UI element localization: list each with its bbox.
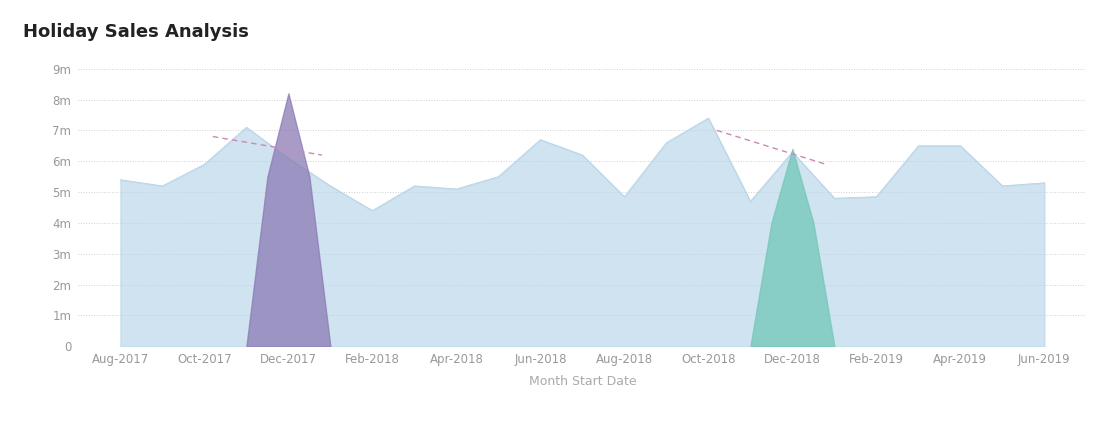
Legend: Sales Amount $, Holiday Sales (2017/2018), Holiday Sales (2018/2019): Sales Amount $, Holiday Sales (2017/2018… <box>318 441 847 444</box>
Text: Holiday Sales Analysis: Holiday Sales Analysis <box>24 23 249 40</box>
X-axis label: Month Start Date: Month Start Date <box>529 375 636 388</box>
